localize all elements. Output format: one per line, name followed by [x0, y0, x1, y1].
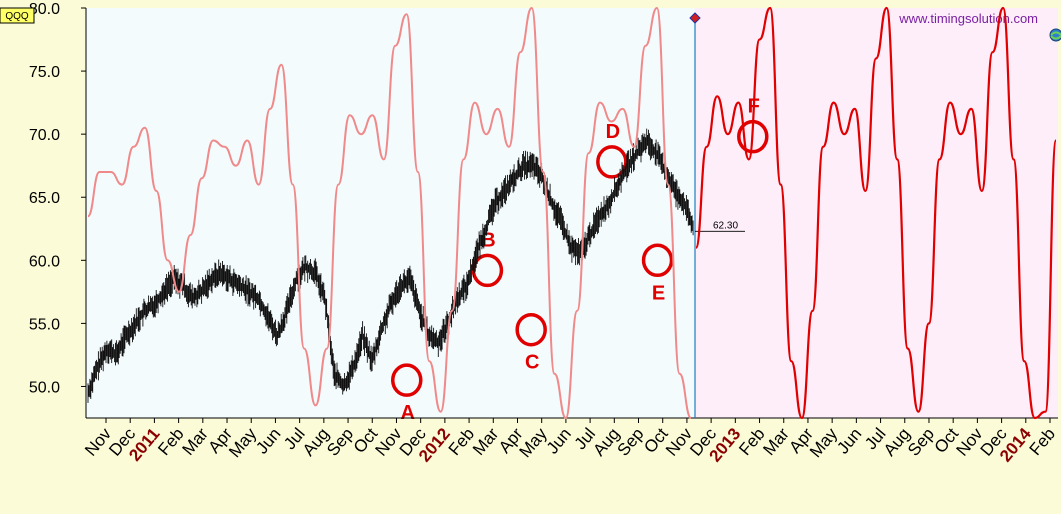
- y-axis: 50.0 55.0 60.0 65.0 70.0 75.0 80.0: [29, 1, 86, 396]
- symbol-label[interactable]: QQQ: [5, 11, 29, 22]
- projection-background: [695, 8, 1058, 418]
- annotation-a: A: [391, 363, 423, 424]
- y-tick-label: 60.0: [29, 253, 60, 270]
- annotation-label: D: [606, 121, 620, 143]
- divider-handle[interactable]: [689, 12, 701, 24]
- y-tick-label: 70.0: [29, 127, 60, 144]
- annotation-c: C: [515, 312, 547, 374]
- symbol-badge[interactable]: [0, 7, 35, 24]
- x-axis: NovDec2011FebMarAprMayJunJulAugSepOctNov…: [81, 418, 1059, 466]
- annotation-label: C: [525, 352, 539, 374]
- annotation-d: D: [596, 121, 628, 179]
- cycle-past-series: [87, 6, 692, 420]
- y-tick-label: 75.0: [29, 64, 60, 81]
- last-price-label: 62.30: [713, 220, 738, 231]
- y-tick-label: 55.0: [29, 316, 60, 333]
- globe-icon[interactable]: [1049, 28, 1061, 42]
- y-tick-label: 50.0: [29, 379, 60, 396]
- x-month-label: Feb: [1026, 424, 1059, 459]
- annotation-circle: [391, 363, 423, 397]
- y-tick-label: 65.0: [29, 190, 60, 207]
- annotation-circle: [515, 312, 547, 347]
- price-bars: [87, 128, 694, 403]
- price-series: [87, 128, 694, 403]
- annotation-label: A: [401, 402, 415, 424]
- annotation-e: E: [641, 243, 674, 304]
- cycle-projection-series: [694, 6, 1058, 420]
- y-tick-label: 80.0: [29, 1, 60, 18]
- annotation-circle: [641, 243, 674, 278]
- annotation-label: E: [652, 282, 665, 304]
- annotation-circle: [596, 145, 628, 179]
- watermark: www.timingsolution.com: [898, 11, 1038, 26]
